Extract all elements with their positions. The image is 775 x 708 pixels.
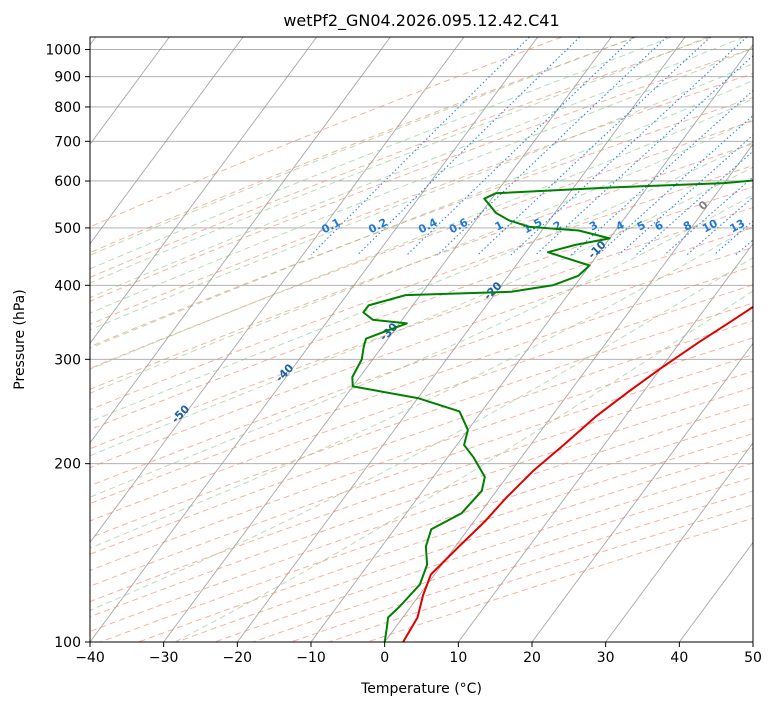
x-axis-label: Temperature (°C) (360, 681, 482, 697)
moist-adiabat-line (90, 98, 753, 370)
moist-adiabat-line (90, 37, 636, 256)
dry-adiabat-line (90, 246, 753, 487)
mixing-ratio-line (357, 37, 581, 256)
y-tick-label: 700 (54, 134, 81, 150)
y-axis-label: Pressure (hPa) (12, 289, 28, 389)
temperature-profile-line (402, 305, 753, 642)
mixing-ratio-line (635, 150, 753, 256)
dewpoint-profile-line (351, 179, 753, 642)
x-tick-label: −20 (223, 650, 253, 666)
isotherm-line (90, 37, 391, 444)
isotherm-lines (90, 37, 753, 642)
mixing-ratio-label: 13 (728, 217, 748, 236)
isotherm-line (90, 37, 170, 146)
dry-adiabat-line (90, 37, 712, 278)
moist-adiabat-line (90, 118, 753, 394)
x-tick-label: 30 (597, 650, 615, 666)
y-tick-label: 300 (54, 352, 81, 368)
y-tick-label: 200 (54, 457, 81, 473)
moist-adiabat-line (90, 79, 753, 349)
moist-adiabat-line (90, 256, 753, 612)
mixing-ratio-line (570, 89, 753, 256)
moist-adiabat-line (90, 37, 745, 299)
isotherm-line (236, 37, 686, 642)
y-tick-label: 400 (54, 278, 81, 294)
x-tick-label: 40 (670, 650, 688, 666)
y-tick-label: 800 (54, 100, 81, 116)
y-tick-label: 100 (54, 635, 81, 651)
x-tick-label: 0 (380, 650, 389, 666)
mixing-ratio-line (535, 55, 753, 256)
mixing-ratio-label: 10 (700, 217, 720, 236)
moist-adiabat-line (90, 63, 753, 331)
isobar-lines (90, 49, 753, 642)
dry-adiabat-line (90, 37, 637, 254)
y-tick-label: 500 (54, 221, 81, 237)
moist-adiabat-line (90, 37, 709, 284)
dry-adiabat-line (90, 164, 753, 411)
dry-adiabat-lines (90, 37, 753, 642)
profile-series (351, 179, 753, 642)
isotherm-line (90, 37, 539, 642)
x-tick-label: 10 (449, 650, 467, 666)
dry-adiabat-line (90, 302, 753, 539)
isotherm-line (384, 143, 753, 642)
y-axis-ticks: 100 200 300 400 500 600 700 800 900 1000 (45, 43, 90, 651)
x-axis-ticks: −40 −30 −20 −10 0 10 20 30 40 50 (75, 642, 762, 666)
moist-adiabat-line (90, 47, 753, 314)
y-tick-label: 600 (54, 174, 81, 190)
isotherm-line (531, 342, 753, 642)
mixing-ratio-line (406, 37, 634, 256)
x-tick-label: −10 (296, 650, 326, 666)
x-tick-label: 50 (744, 650, 762, 666)
dry-adiabat-line (90, 47, 753, 302)
mixing-ratio-label: 16 (750, 217, 770, 236)
x-tick-label: −40 (75, 650, 105, 666)
dry-adiabat-line (90, 227, 753, 469)
y-tick-label: 900 (54, 70, 81, 86)
y-tick-label: 1000 (45, 43, 81, 59)
isotherm-line (605, 442, 753, 642)
isotherm-line (163, 37, 612, 642)
mixing-ratio-line (310, 37, 530, 256)
chart-title: wetPf2_GN04.2026.095.12.42.C41 (283, 11, 559, 31)
dry-adiabat-line (90, 186, 753, 431)
isotherm-line (457, 243, 753, 642)
x-tick-label: 20 (523, 650, 541, 666)
isotherm-line (90, 37, 318, 345)
isotherm-line (90, 37, 465, 544)
dry-adiabat-line (90, 72, 753, 325)
moist-adiabat-line (90, 141, 753, 423)
mixing-ratio-line (510, 37, 748, 256)
dry-adiabat-line (90, 370, 753, 603)
isotherm-line (90, 37, 244, 245)
moist-adiabat-line (90, 37, 672, 270)
x-tick-label: −30 (149, 650, 179, 666)
dry-adiabat-line (90, 337, 753, 571)
dry-adiabat-line (90, 96, 753, 348)
moist-adiabat-line (90, 194, 753, 498)
plot-frame (89, 36, 754, 643)
moist-adiabat-lines (90, 37, 753, 642)
moist-adiabat-line (90, 166, 753, 457)
dry-adiabat-line (90, 386, 753, 618)
mixing-ratio-lines (310, 37, 753, 256)
